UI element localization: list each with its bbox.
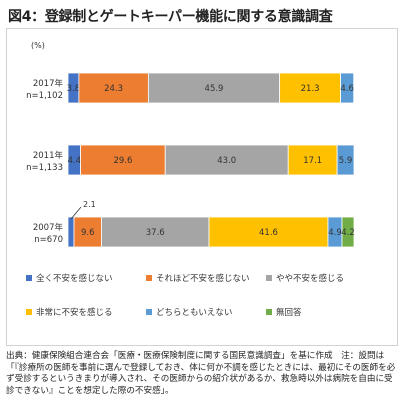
category-n-label: n=1,133 — [26, 163, 63, 173]
legend-swatch — [146, 275, 152, 281]
category-n-label: n=670 — [34, 235, 63, 245]
stacked-bar-chart: (%) 2017年 n=1,102 2011年 n=1,133 2007年 n=670 3… — [26, 41, 355, 318]
category-year-label: 2011年 — [33, 150, 64, 161]
data-label: 24.3 — [104, 84, 123, 94]
page-title: 図4：登録制とゲートキーパー機能に関する意識調査 — [8, 9, 333, 25]
legend-swatch — [26, 275, 32, 281]
category-n-label: n=1,102 — [26, 91, 63, 101]
legend-swatch — [26, 309, 32, 315]
bar-segment — [208, 216, 329, 248]
bar-segment — [287, 144, 338, 176]
category-year-label: 2017年 — [33, 78, 64, 89]
bar-segment — [340, 72, 355, 104]
data-label: 4.4 — [68, 156, 82, 166]
legend-label: 非常に不安を感じる — [36, 307, 113, 318]
bar-segment — [147, 72, 281, 104]
legend-label: やや不安を感じる — [276, 273, 344, 284]
bar-segment — [336, 144, 355, 176]
legend-swatch — [266, 275, 272, 281]
bar-segment — [341, 216, 355, 248]
legend-label: 全く不安を感じない — [36, 273, 113, 284]
unit-label: (%) — [31, 41, 45, 50]
data-label: 9.6 — [81, 228, 95, 238]
bar-segment — [73, 216, 102, 248]
data-label: 4.2 — [341, 228, 355, 238]
data-label: 29.6 — [113, 156, 132, 166]
data-label: 43.0 — [217, 156, 236, 166]
bar-segment — [101, 216, 210, 248]
data-label: 45.9 — [205, 84, 224, 94]
data-label: 41.6 — [259, 228, 278, 238]
category-year-label: 2007年 — [33, 222, 64, 233]
legend-swatch — [266, 309, 272, 315]
chart-frame: (%) 2017年 n=1,102 2011年 n=1,133 2007年 n=670 3… — [6, 28, 398, 346]
callout-label: 2.1 — [83, 200, 96, 209]
data-label: 4.9 — [328, 228, 342, 238]
legend-label: それほど不安を感じない — [156, 273, 250, 284]
data-label: 4.6 — [340, 84, 354, 94]
data-label: 37.6 — [146, 228, 165, 238]
bar-segment — [67, 216, 75, 248]
source-note: 出典：健康保険組合連合会「医療・医療保険制度に関する国民意識調査」を基に作成 注… — [6, 351, 396, 396]
data-label: 17.1 — [303, 156, 322, 166]
data-label: 3.8 — [67, 84, 81, 94]
callout-line — [70, 206, 82, 220]
data-label: 21.3 — [301, 84, 320, 94]
data-label: 5.9 — [339, 156, 353, 166]
legend-label: 無回答 — [276, 307, 302, 318]
legend-swatch — [146, 309, 152, 315]
bar-segment — [164, 144, 289, 176]
legend-label: どちらともいえない — [156, 308, 232, 318]
bar-segment — [80, 144, 166, 176]
